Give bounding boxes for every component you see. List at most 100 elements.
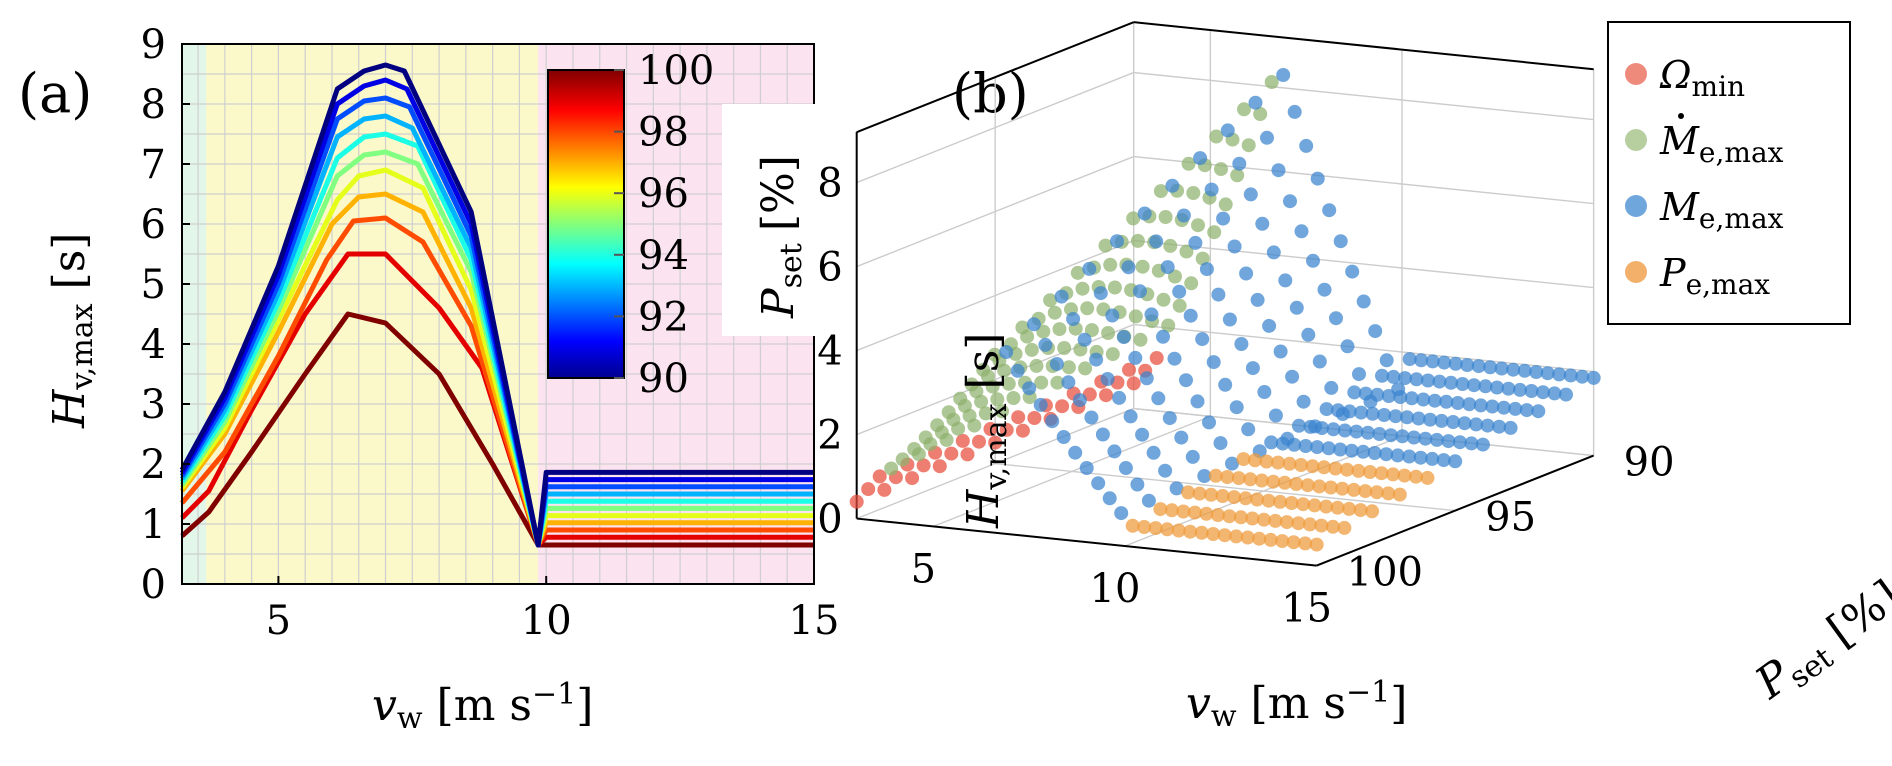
b-scatter-point (1114, 506, 1129, 521)
b-scatter-point (1218, 377, 1233, 392)
a-y-ticks: 0 1 2 3 4 5 6 7 8 9 (141, 22, 190, 608)
b-scatter-point (1264, 75, 1279, 89)
b-scatter-point (1207, 225, 1222, 240)
b-scatter-point (1072, 393, 1087, 408)
b-scatter-point (1524, 384, 1539, 398)
b-scatter-point (1158, 210, 1173, 224)
b-scatter-point (1126, 376, 1141, 391)
b-scatter-point (1010, 363, 1025, 378)
b-scatter-point (1100, 372, 1115, 386)
b-scatter-point (1241, 422, 1256, 437)
b-scatter-point (1043, 293, 1058, 308)
b-scatter-point (1160, 522, 1175, 537)
b-scatter-point (1078, 361, 1093, 376)
b-scatter-point (905, 471, 920, 486)
a-x-axis-label: vw [m s−1] (372, 677, 593, 736)
b-scatter-point (1183, 524, 1198, 539)
b-scatter-point (1563, 368, 1578, 383)
b-scatter-point (1381, 486, 1396, 501)
b-scatter-point (1406, 430, 1421, 445)
b-scatter-point (1075, 281, 1090, 296)
b-scatter-point (884, 461, 899, 476)
b-scatter-point (1467, 378, 1481, 393)
b-scatter-point (1395, 429, 1410, 444)
b-scatter-point (1418, 431, 1433, 446)
b-scatter-point (1123, 409, 1138, 424)
b-scatter-point (1586, 370, 1601, 385)
b-scatter-point (1206, 527, 1221, 541)
b-scatter-point (1193, 151, 1208, 166)
b-scatter-point (1026, 317, 1041, 332)
panel-a-label: (a) (18, 62, 92, 125)
b-scatter-point (1446, 415, 1461, 429)
b-scatter-point (1197, 469, 1212, 483)
b-scatter-point (1287, 104, 1302, 119)
b-scatter-point (1374, 466, 1389, 481)
b-scatter-point (1110, 234, 1124, 249)
b-scatter-point (1283, 194, 1297, 209)
b-scatter-point (1434, 413, 1449, 428)
b-scatter-point (1135, 259, 1150, 274)
a-y-tick-label: 1 (141, 502, 166, 548)
b-z-axis-label: Hv,max[s] (958, 333, 1014, 529)
b-scatter-point (1135, 427, 1150, 442)
b-legend-marker (1625, 63, 1647, 85)
b-scatter-point (1133, 284, 1147, 299)
b-legend-dot-accent (1678, 113, 1684, 119)
b-scatter-point (1118, 461, 1133, 475)
b-scatter-point (1333, 234, 1348, 249)
b-scatter-point (1229, 529, 1244, 544)
panel-b: (b) 5 10 15 90 95 100 0 2 4 6 8 vw [m s−1] Hv,max[s… (817, 21, 1892, 734)
b-scatter-point (1393, 390, 1408, 405)
b-scatter-point (907, 442, 922, 456)
b-scatter-point (1342, 501, 1357, 516)
a-y-axis-label: Hv,max[s] (44, 233, 100, 429)
b-scatter-point (1460, 358, 1475, 372)
b-scatter-point (1496, 400, 1511, 415)
b-scatter-point (1351, 463, 1366, 478)
b-legend-label: Ωmin (1659, 53, 1745, 103)
b-axis-edge (856, 517, 1317, 567)
b-legend-marker (1625, 261, 1647, 283)
b-scatter-point (1436, 453, 1451, 468)
b-scatter-point (1253, 107, 1268, 121)
b-scatter-point (916, 458, 931, 473)
b-scatter-point (1227, 490, 1242, 505)
b-scatter-point (1485, 399, 1500, 414)
b-scatter-point (1068, 445, 1083, 460)
b-scatter-point (1091, 476, 1106, 491)
b-back-wall-gridline (1133, 71, 1594, 121)
b-scatter-point (1413, 450, 1428, 465)
b-scatter-point (1291, 516, 1306, 531)
b-scatter-point (1174, 430, 1189, 445)
b-scatter-point (1167, 351, 1182, 366)
b-scatter-point (1128, 309, 1143, 324)
b-scatter-point (964, 377, 979, 392)
b-scatter-point (1079, 461, 1094, 475)
b-scatter-point (1116, 330, 1131, 344)
b-scatter-point (1425, 451, 1440, 466)
b-scatter-point (1161, 318, 1176, 333)
b-scatter-point (1383, 428, 1398, 443)
b-scatter-point (1421, 373, 1435, 388)
b-scatter-point (1508, 401, 1523, 416)
b-scatter-point (1204, 182, 1219, 197)
b-scatter-point (1342, 404, 1357, 419)
b-scatter-point (1397, 468, 1412, 483)
b-scatter-point (1243, 187, 1258, 202)
b-scatter-point (1098, 238, 1113, 253)
b-scatter-point (995, 404, 1009, 419)
b-scatter-point (1217, 528, 1232, 543)
b-scatter-point (1080, 301, 1095, 316)
b-scatter-point (1416, 392, 1431, 407)
b-scatter-point (1057, 341, 1072, 355)
b-scatter-point (1268, 513, 1283, 528)
b-y-axis-label: Pset[%] (1746, 571, 1892, 714)
b-scatter-point (1437, 355, 1452, 370)
b-scatter-point (1356, 444, 1371, 459)
b-scatter-point (1061, 375, 1076, 390)
b-scatter-point (861, 482, 876, 497)
b-scatter-point (972, 434, 986, 449)
b-scatter-point (1367, 446, 1382, 460)
